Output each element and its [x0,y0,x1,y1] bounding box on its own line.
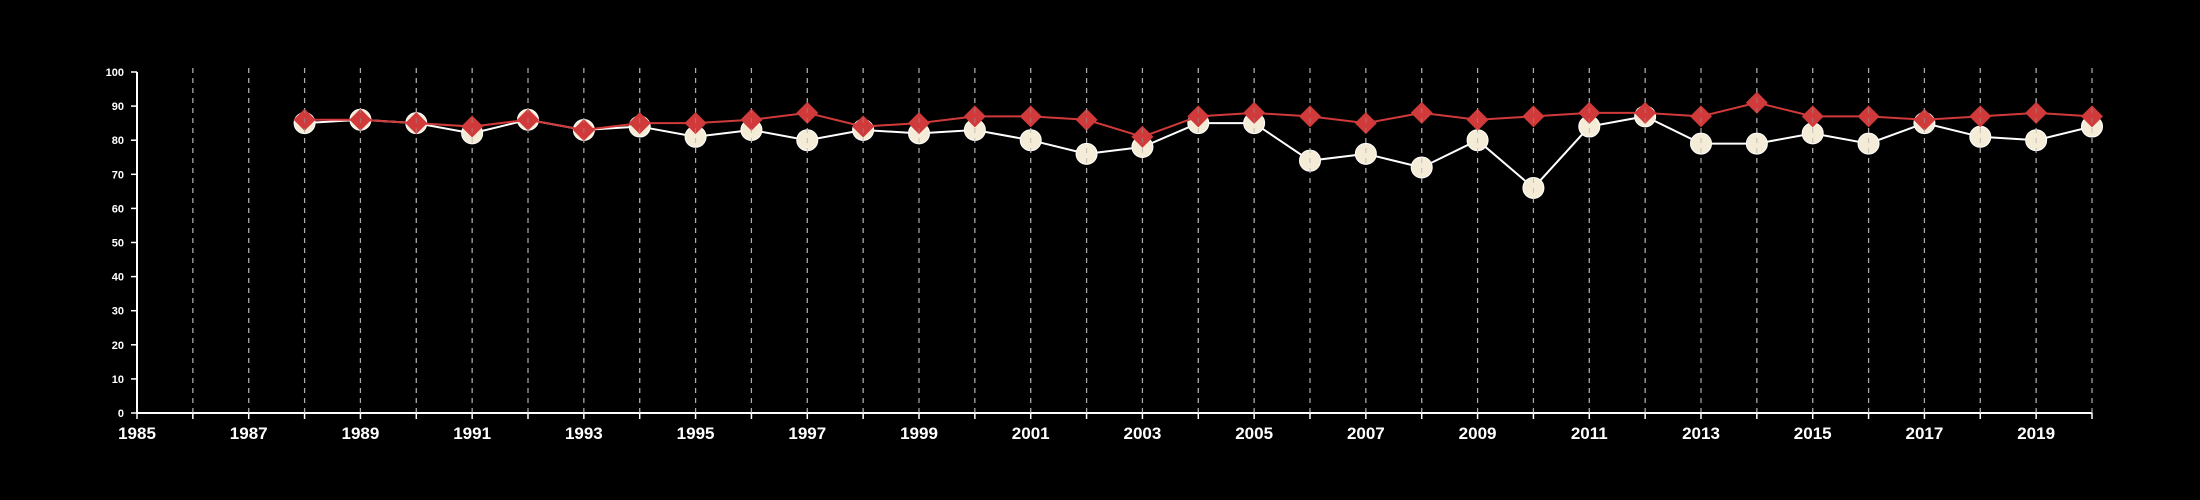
series-1-point-2018 [1969,105,1992,128]
y-tick-label-60: 60 [112,203,124,215]
y-tick-label-50: 50 [112,238,124,250]
x-tick-label-2001: 2001 [1012,424,1050,443]
x-tick-label-2003: 2003 [1124,424,1162,443]
x-tick-label-2011: 2011 [1571,424,1608,443]
series-1-point-2001 [1019,105,1042,128]
series-0-point-2016 [1857,132,1880,155]
series-0-point-2007 [1354,142,1377,165]
y-tick-label-80: 80 [112,135,124,147]
y-tick-label-90: 90 [112,101,124,113]
series-1-point-1991 [461,115,484,138]
series-0-point-2002 [1075,142,1098,165]
y-tick-label-40: 40 [112,272,124,284]
series-1-point-2013 [1690,105,1712,128]
x-tick-label-2013: 2013 [1682,424,1720,443]
series-1-point-2003 [1131,125,1154,148]
x-tick-label-1997: 1997 [788,424,826,443]
series-1-point-1990 [405,112,428,135]
series-1-point-2020 [2081,105,2103,128]
x-tick-label-2009: 2009 [1459,424,1497,443]
series-1-point-2006 [1299,105,1321,128]
axes: 0 10 20 30 40 50 60 70 80 90 100 1985 1987 1989 1991 19… [106,67,2093,443]
series-0-point-2013 [1690,132,1712,155]
x-tick-label-2007: 2007 [1347,424,1385,443]
series-1-point-2010 [1522,105,1545,128]
y-tick-label-10: 10 [112,374,124,386]
x-tick-label-1995: 1995 [677,424,715,443]
series-layer [293,91,2103,199]
y-tick-label-0: 0 [118,408,124,420]
y-tick-label-100: 100 [106,67,124,79]
gridline-overlay [192,68,2093,413]
series-1-point-1994 [628,112,651,135]
series-0-point-2008 [1410,156,1433,179]
x-tick-label-1987: 1987 [230,424,268,443]
series-1 [293,91,2103,148]
series-1-point-1998 [852,115,875,138]
x-tick-label-2005: 2005 [1235,424,1273,443]
y-tick-label-70: 70 [112,169,124,181]
x-tick-label-1991: 1991 [453,424,491,443]
x-tick-label-1989: 1989 [342,424,380,443]
x-tick-label-1999: 1999 [900,424,938,443]
x-tick-label-2017: 2017 [1906,424,1944,443]
series-1-point-2007 [1354,112,1377,135]
x-tick-label-2015: 2015 [1794,424,1832,443]
series-1-point-1995 [684,112,707,135]
x-tick-label-2019: 2019 [2017,424,2055,443]
series-1-point-1999 [908,112,930,135]
x-tick-label-1985: 1985 [118,424,156,443]
y-tick-label-20: 20 [112,340,124,352]
y-tick-label-30: 30 [112,306,124,318]
series-1-point-2000 [963,105,986,128]
series-1-point-2004 [1187,105,1210,128]
series-0-point-2014 [1745,132,1768,155]
series-1-point-2016 [1857,105,1880,128]
x-tick-label-1993: 1993 [565,424,603,443]
series-1-point-2015 [1801,105,1824,128]
